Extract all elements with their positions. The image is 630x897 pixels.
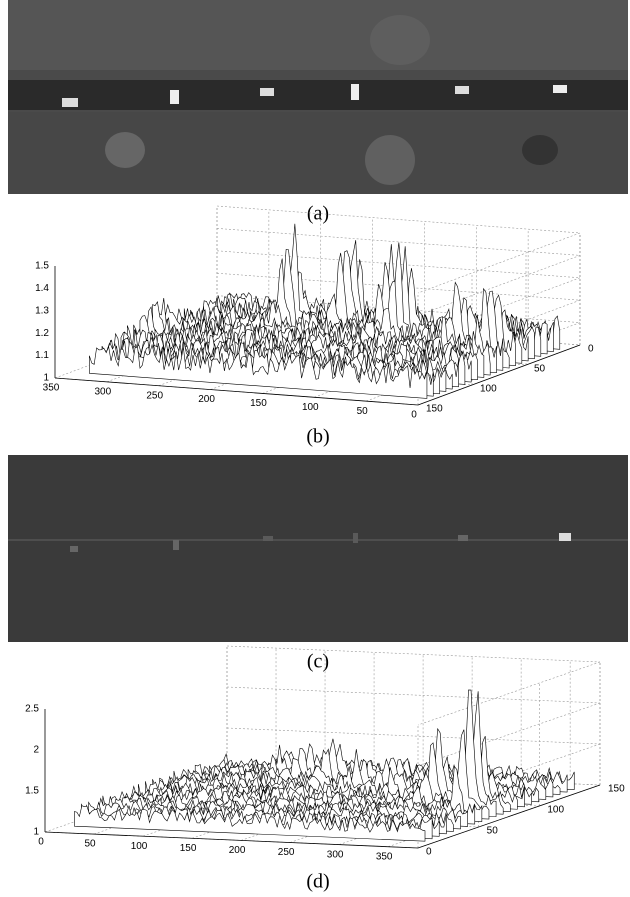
x-tick-label: 300 — [95, 386, 112, 397]
filtered-image-c — [8, 455, 628, 642]
axis-line — [216, 228, 581, 256]
surface-plot-d: 1 1.5 2 2.5 0 50 100 150 200 250 300 350 0 50 100 150 — [25, 645, 625, 862]
y-tick-label: 50 — [487, 826, 499, 837]
y-tick-label: 0 — [588, 344, 594, 355]
aerial-image-a — [8, 0, 628, 194]
z-tick-label: 1.5 — [25, 786, 39, 797]
caption: (c) — [307, 651, 329, 673]
axis-line — [226, 686, 601, 704]
x-tick-label: 250 — [278, 847, 295, 858]
axis-line — [417, 277, 581, 339]
axis-line — [417, 702, 601, 767]
x-tick-label: 350 — [376, 851, 393, 862]
z-tick-label: 1.3 — [35, 305, 49, 316]
x-tick-label: 100 — [302, 402, 319, 413]
x-tick-label: 300 — [327, 849, 344, 860]
axis-line — [417, 784, 601, 849]
axis-line — [226, 645, 601, 663]
surface-strip — [74, 805, 426, 842]
axis-line — [54, 377, 419, 406]
z-tick-label: 2 — [33, 745, 39, 756]
caption: (d) — [306, 871, 329, 893]
axis-line — [417, 232, 581, 294]
axis-line — [417, 344, 581, 406]
y-tick-label: 50 — [534, 364, 546, 375]
x-tick-label: 250 — [146, 390, 163, 401]
z-tick-label: 1.4 — [35, 283, 49, 294]
y-tick-label: 100 — [547, 805, 564, 816]
axis-line — [417, 299, 581, 361]
y-tick-label: 100 — [480, 384, 497, 395]
z-tick-label: 1.5 — [35, 261, 49, 272]
x-tick-label: 50 — [357, 406, 369, 417]
axis-line — [44, 831, 419, 849]
z-tick-label: 1.1 — [35, 350, 49, 361]
x-tick-label: 0 — [411, 410, 417, 421]
x-tick-label: 350 — [43, 383, 60, 394]
axis-line — [216, 272, 581, 301]
axis-line — [216, 250, 581, 279]
x-tick-label: 50 — [84, 839, 96, 850]
y-tick-label: 0 — [426, 847, 432, 858]
axis-line — [216, 205, 581, 234]
axis-line — [417, 661, 601, 726]
y-tick-label: 150 — [608, 784, 625, 795]
z-tick-label: 1 — [33, 827, 39, 838]
x-tick-label: 150 — [250, 398, 267, 409]
z-tick-label: 2.5 — [25, 704, 39, 715]
surface-plot-b: 1 1.1 1.2 1.3 1.4 1.5 350 300 250 200 150 100 50 0 0 50… — [35, 205, 594, 421]
surface-strip — [89, 343, 428, 399]
caption: (b) — [306, 426, 329, 448]
axis-line — [54, 317, 218, 379]
x-tick-label: 0 — [38, 837, 44, 848]
y-tick-label: 150 — [426, 404, 443, 415]
z-tick-label: 1.2 — [35, 328, 49, 339]
axis-line — [417, 255, 581, 316]
z-tick-label: 1 — [43, 373, 49, 384]
x-tick-label: 150 — [180, 843, 197, 854]
x-tick-label: 100 — [131, 841, 148, 852]
x-tick-label: 200 — [229, 845, 246, 856]
x-tick-label: 200 — [198, 394, 215, 405]
axis-line — [226, 727, 601, 745]
